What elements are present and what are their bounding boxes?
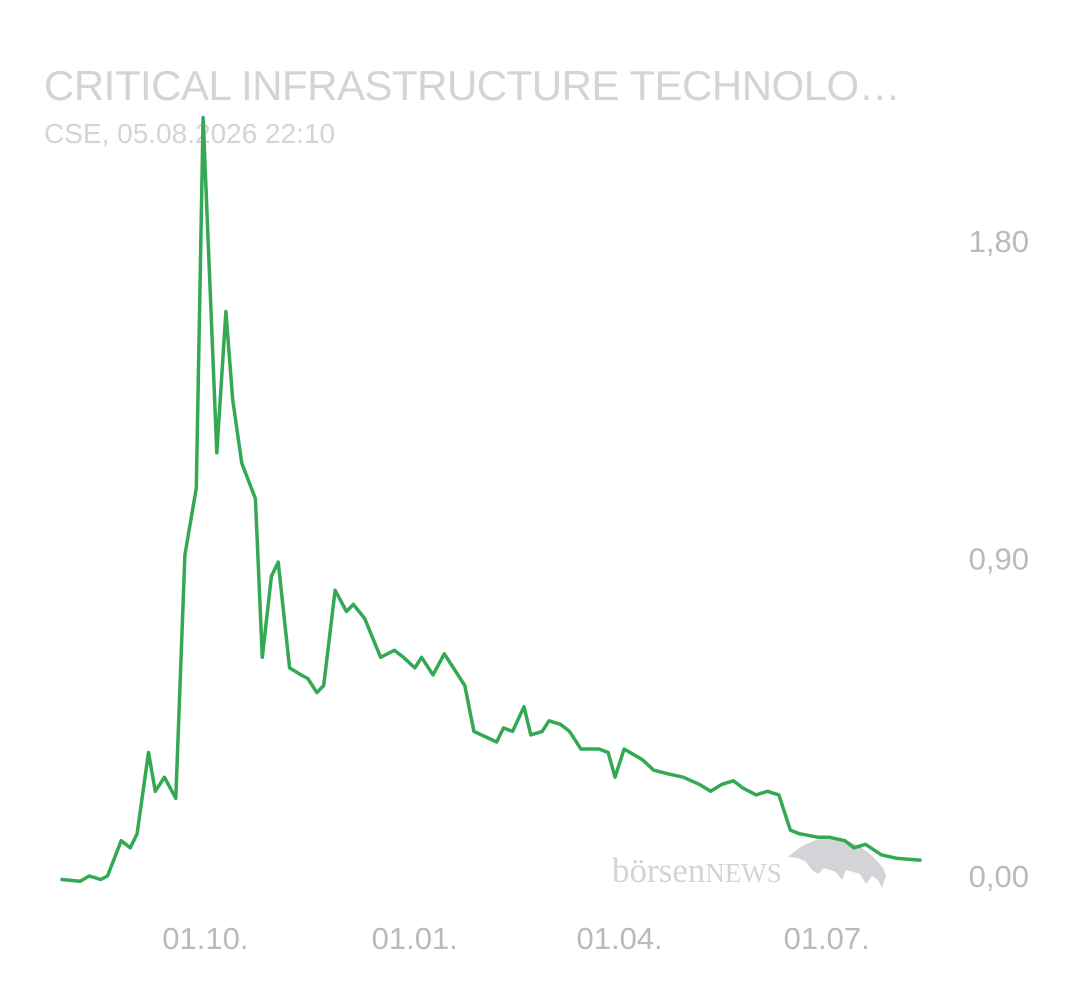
y-axis: 0,00 0,90 1,80 [969,224,1029,894]
watermark-text-lower: börsen [612,851,705,890]
watermark: börsenNEWS [612,837,886,890]
watermark-text-upper: NEWS [705,858,782,888]
chart-subtitle: CSE, 05.08.2026 22:10 [44,118,336,149]
series-layer [60,115,922,884]
x-tick-label: 01.04. [576,921,662,956]
bull-icon [788,837,886,888]
y-tick-label: 1,80 [969,224,1029,259]
y-tick-label: 0,00 [969,859,1029,894]
y-tick-label: 0,90 [969,542,1029,577]
series-line [60,115,922,884]
chart-title: CRITICAL INFRASTRUCTURE TECHNOLO… [44,62,901,109]
x-tick-label: 01.07. [784,921,870,956]
x-tick-label: 01.01. [372,921,458,956]
watermark-text: börsenNEWS [612,851,782,890]
x-axis: 01.10. 01.01. 01.04. 01.07. [162,921,870,956]
x-tick-label: 01.10. [162,921,248,956]
